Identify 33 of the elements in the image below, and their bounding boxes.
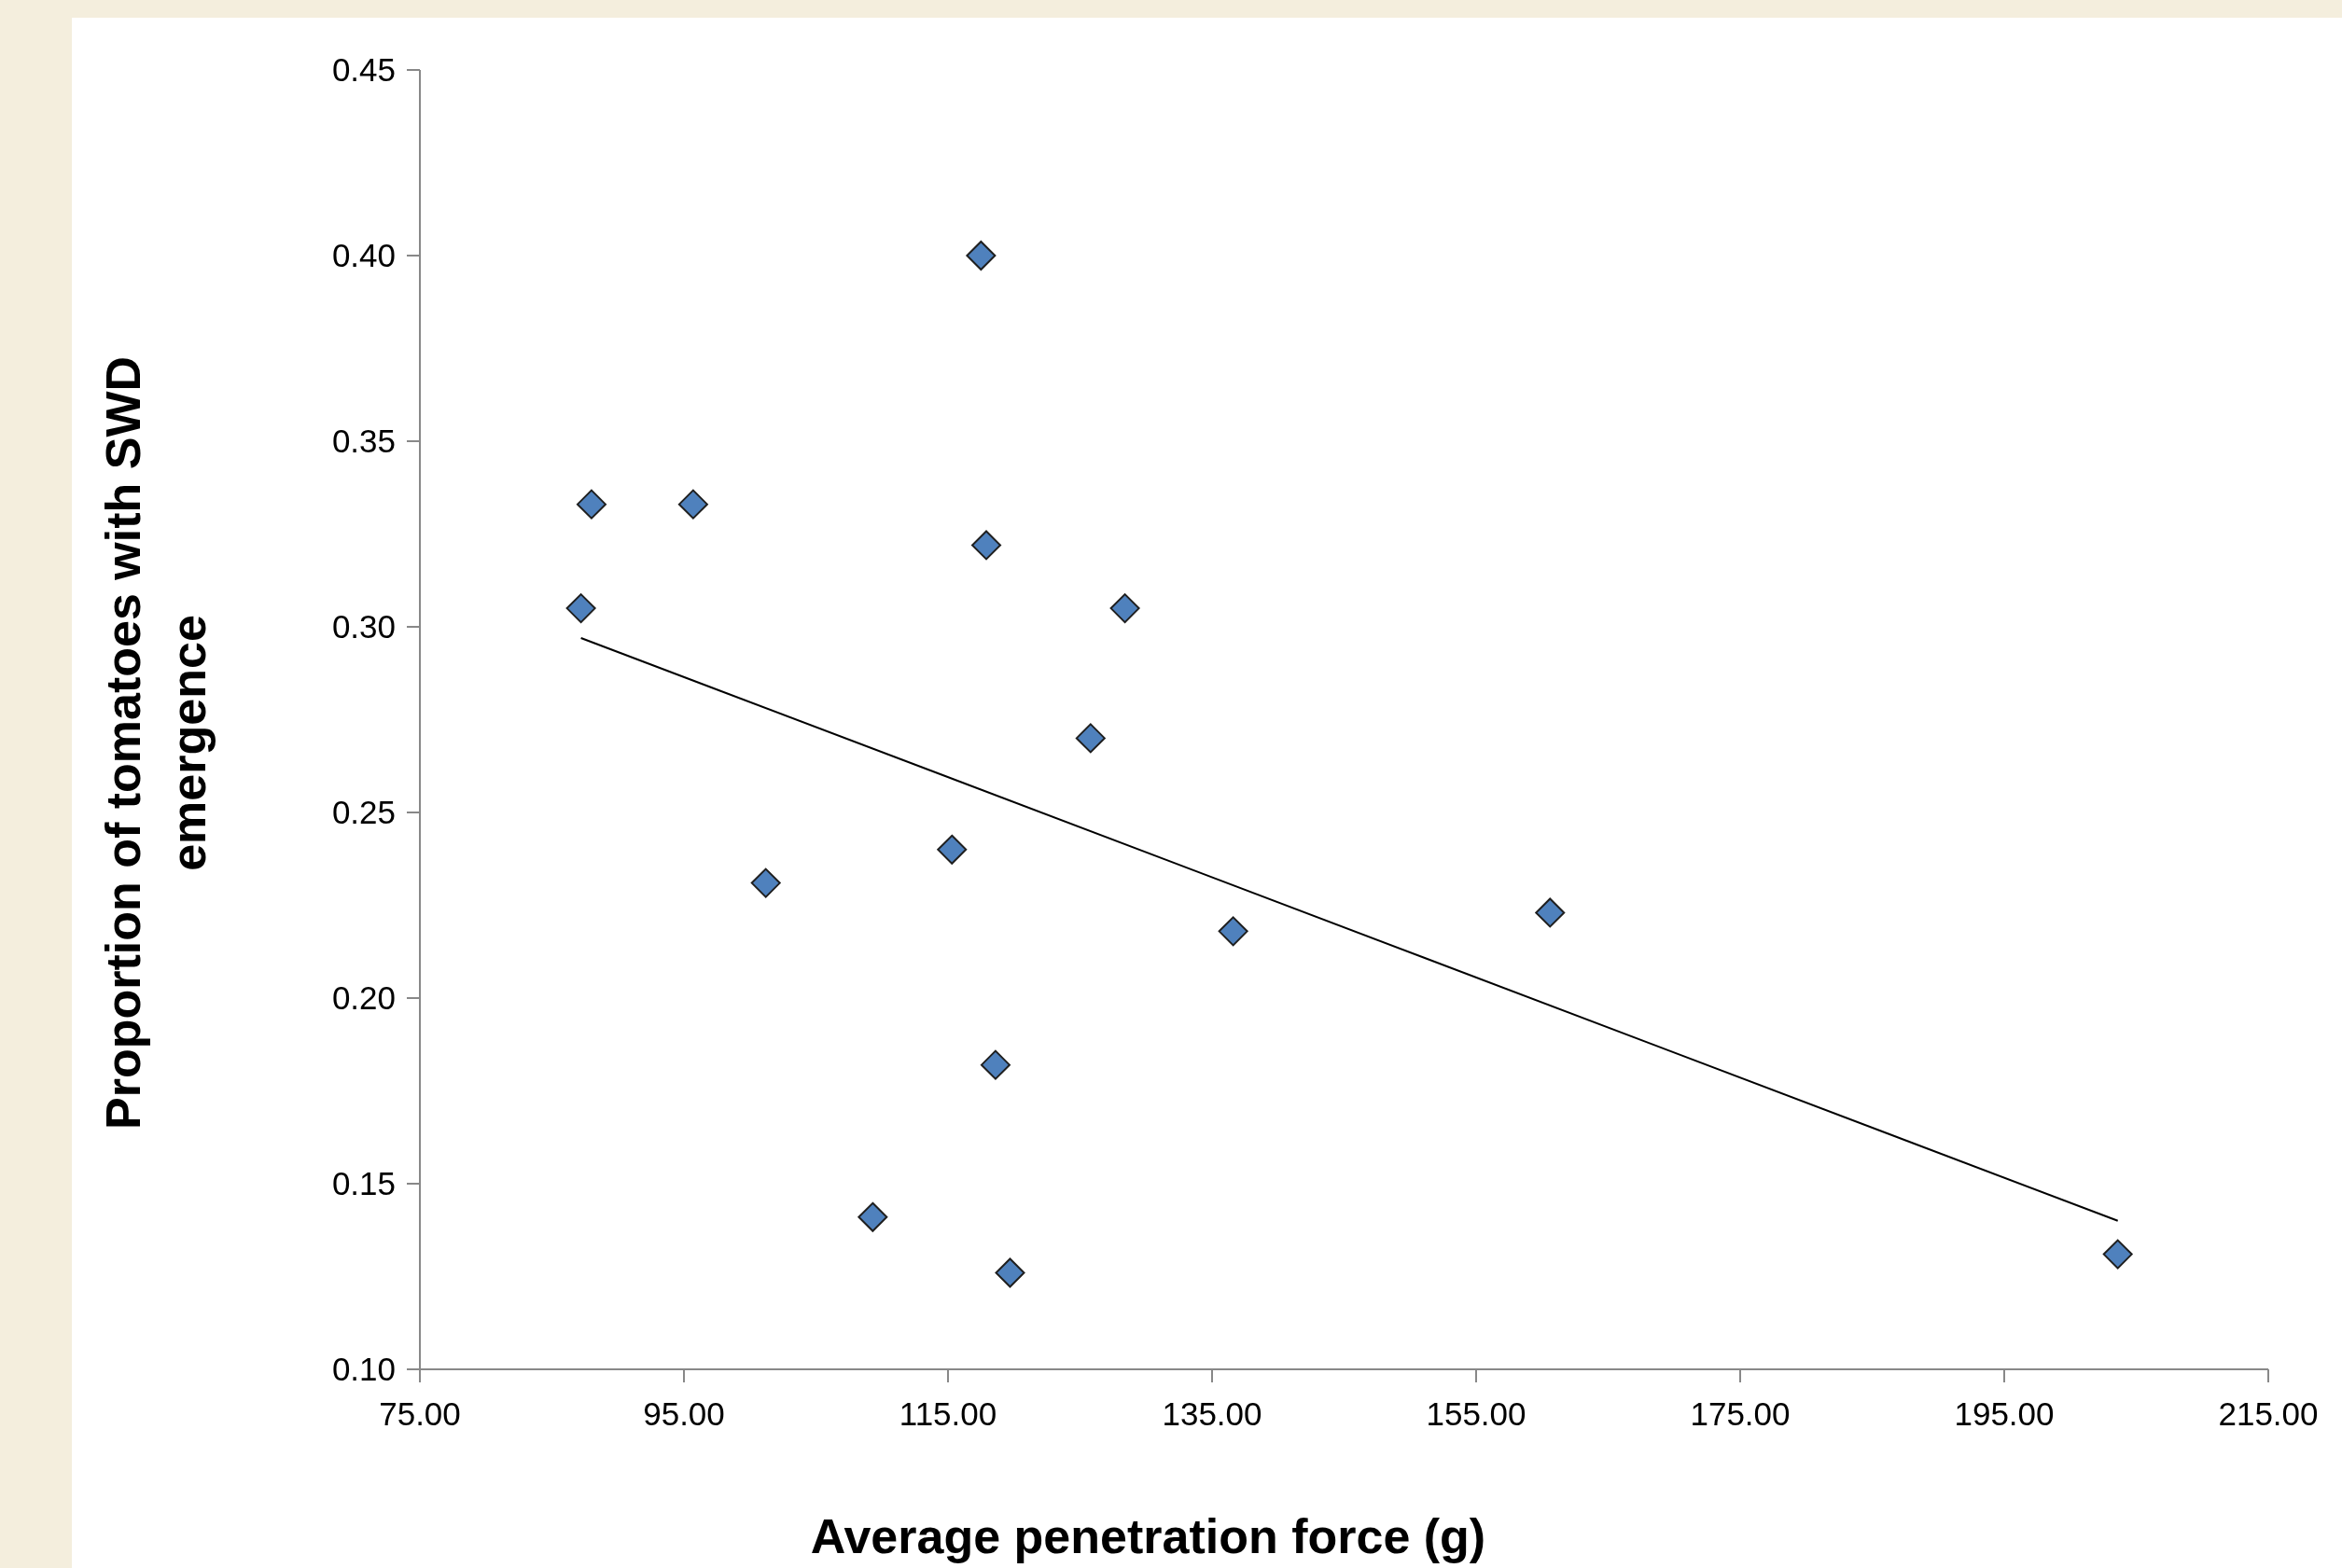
y-tick-label: 0.30 xyxy=(331,608,396,645)
point xyxy=(750,867,781,898)
x-tick-label: 75.00 xyxy=(379,1395,461,1432)
x-tick-label: 115.00 xyxy=(899,1395,997,1432)
y-tick-label: 0.20 xyxy=(331,979,396,1017)
y-tick-label: 0.45 xyxy=(331,51,396,89)
point xyxy=(937,834,968,865)
y-tick-label: 0.40 xyxy=(331,237,396,274)
point xyxy=(677,489,708,520)
x-tick-label: 195.00 xyxy=(1954,1395,2055,1432)
point xyxy=(1535,897,1566,928)
x-tick-label: 135.00 xyxy=(1162,1395,1262,1432)
point xyxy=(1075,723,1106,754)
point xyxy=(966,241,997,271)
x-tick-label: 95.00 xyxy=(643,1395,725,1432)
point xyxy=(971,530,1002,561)
y-tick-label: 0.25 xyxy=(331,794,396,831)
y-tick-label: 0.15 xyxy=(331,1165,396,1202)
y-axis-title: Proportion of tomatoes with SWD emergence xyxy=(96,355,216,1131)
point xyxy=(1109,593,1140,624)
point xyxy=(1218,916,1248,947)
y-tick-label: 0.35 xyxy=(331,423,396,460)
x-axis-title: Average penetration force (g) xyxy=(810,1509,1486,1563)
x-tick-label: 175.00 xyxy=(1690,1395,1791,1432)
x-tick-label: 155.00 xyxy=(1426,1395,1526,1432)
y-tick-label: 0.10 xyxy=(331,1351,396,1388)
point xyxy=(980,1049,1011,1080)
point xyxy=(857,1201,888,1232)
point xyxy=(2102,1239,2133,1270)
x-tick-label: 215.00 xyxy=(2218,1395,2319,1432)
point xyxy=(995,1257,1025,1288)
point xyxy=(576,489,606,520)
point xyxy=(565,593,596,624)
